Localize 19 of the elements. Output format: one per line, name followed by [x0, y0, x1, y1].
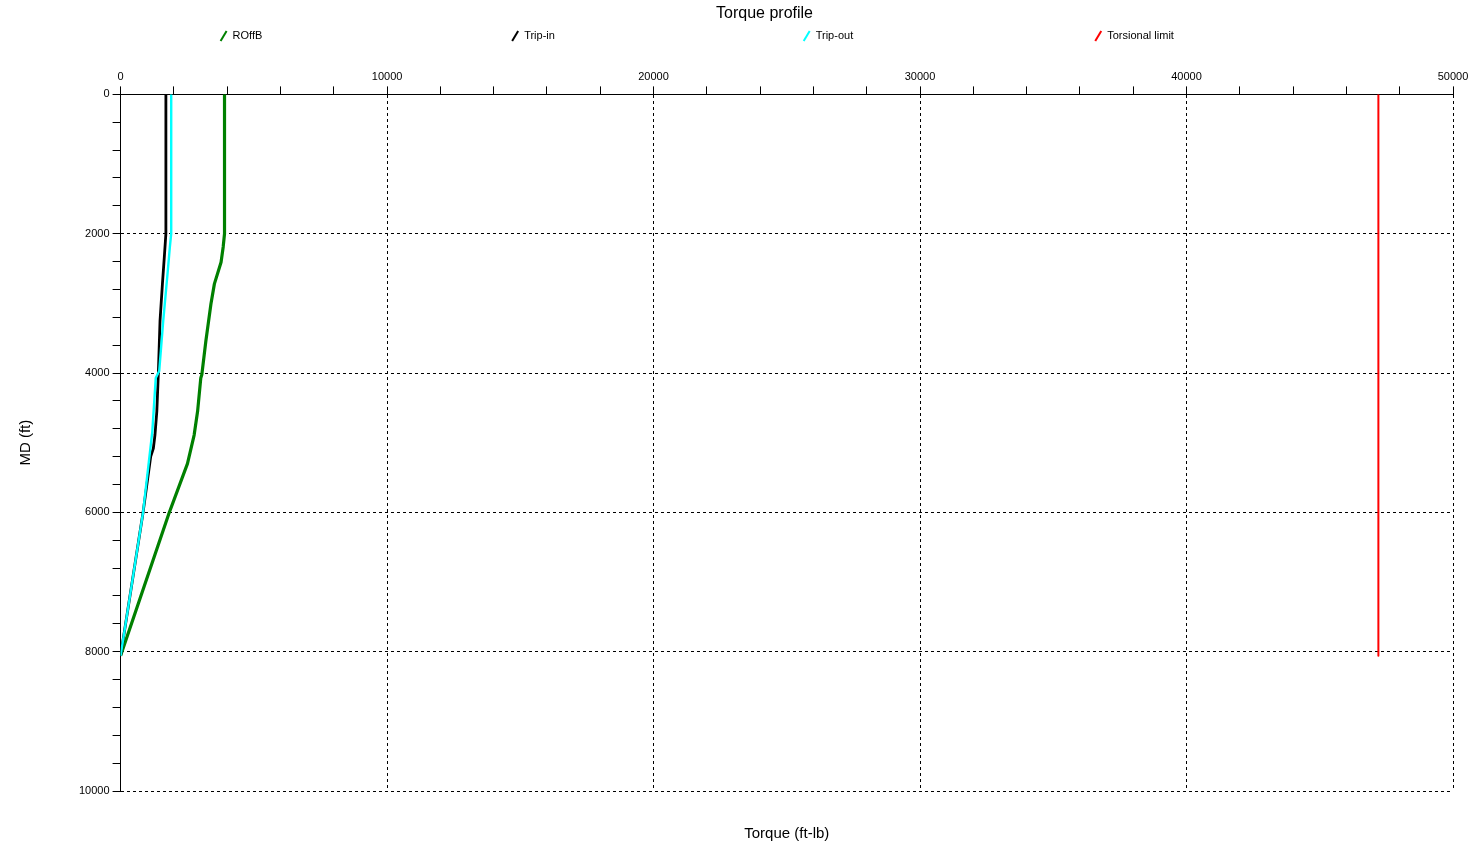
y-tick-label: 0 — [103, 87, 110, 100]
legend-label: ROffB — [232, 29, 263, 42]
legend-label: Trip-out — [815, 29, 854, 42]
legend-label: Trip-in — [524, 29, 555, 42]
legend-label: Torsional limit — [1107, 29, 1174, 42]
x-tick-label: 50000 — [1437, 69, 1469, 82]
y-tick-label: 8000 — [85, 644, 110, 657]
y-axis-title: MD (ft) — [16, 419, 34, 466]
x-tick-label: 10000 — [371, 69, 403, 82]
x-tick-label: 40000 — [1171, 69, 1202, 82]
y-tick-label: 2000 — [85, 226, 110, 239]
x-axis-title: Torque (ft-lb) — [744, 824, 830, 841]
chart-title: Torque profile — [716, 4, 814, 22]
y-tick-label: 6000 — [85, 505, 110, 518]
x-tick-label: 30000 — [904, 69, 936, 82]
y-tick-label: 4000 — [85, 366, 110, 379]
x-tick-label: 20000 — [638, 69, 669, 82]
x-tick-label: 0 — [117, 69, 124, 82]
y-tick-label: 10000 — [78, 784, 110, 797]
